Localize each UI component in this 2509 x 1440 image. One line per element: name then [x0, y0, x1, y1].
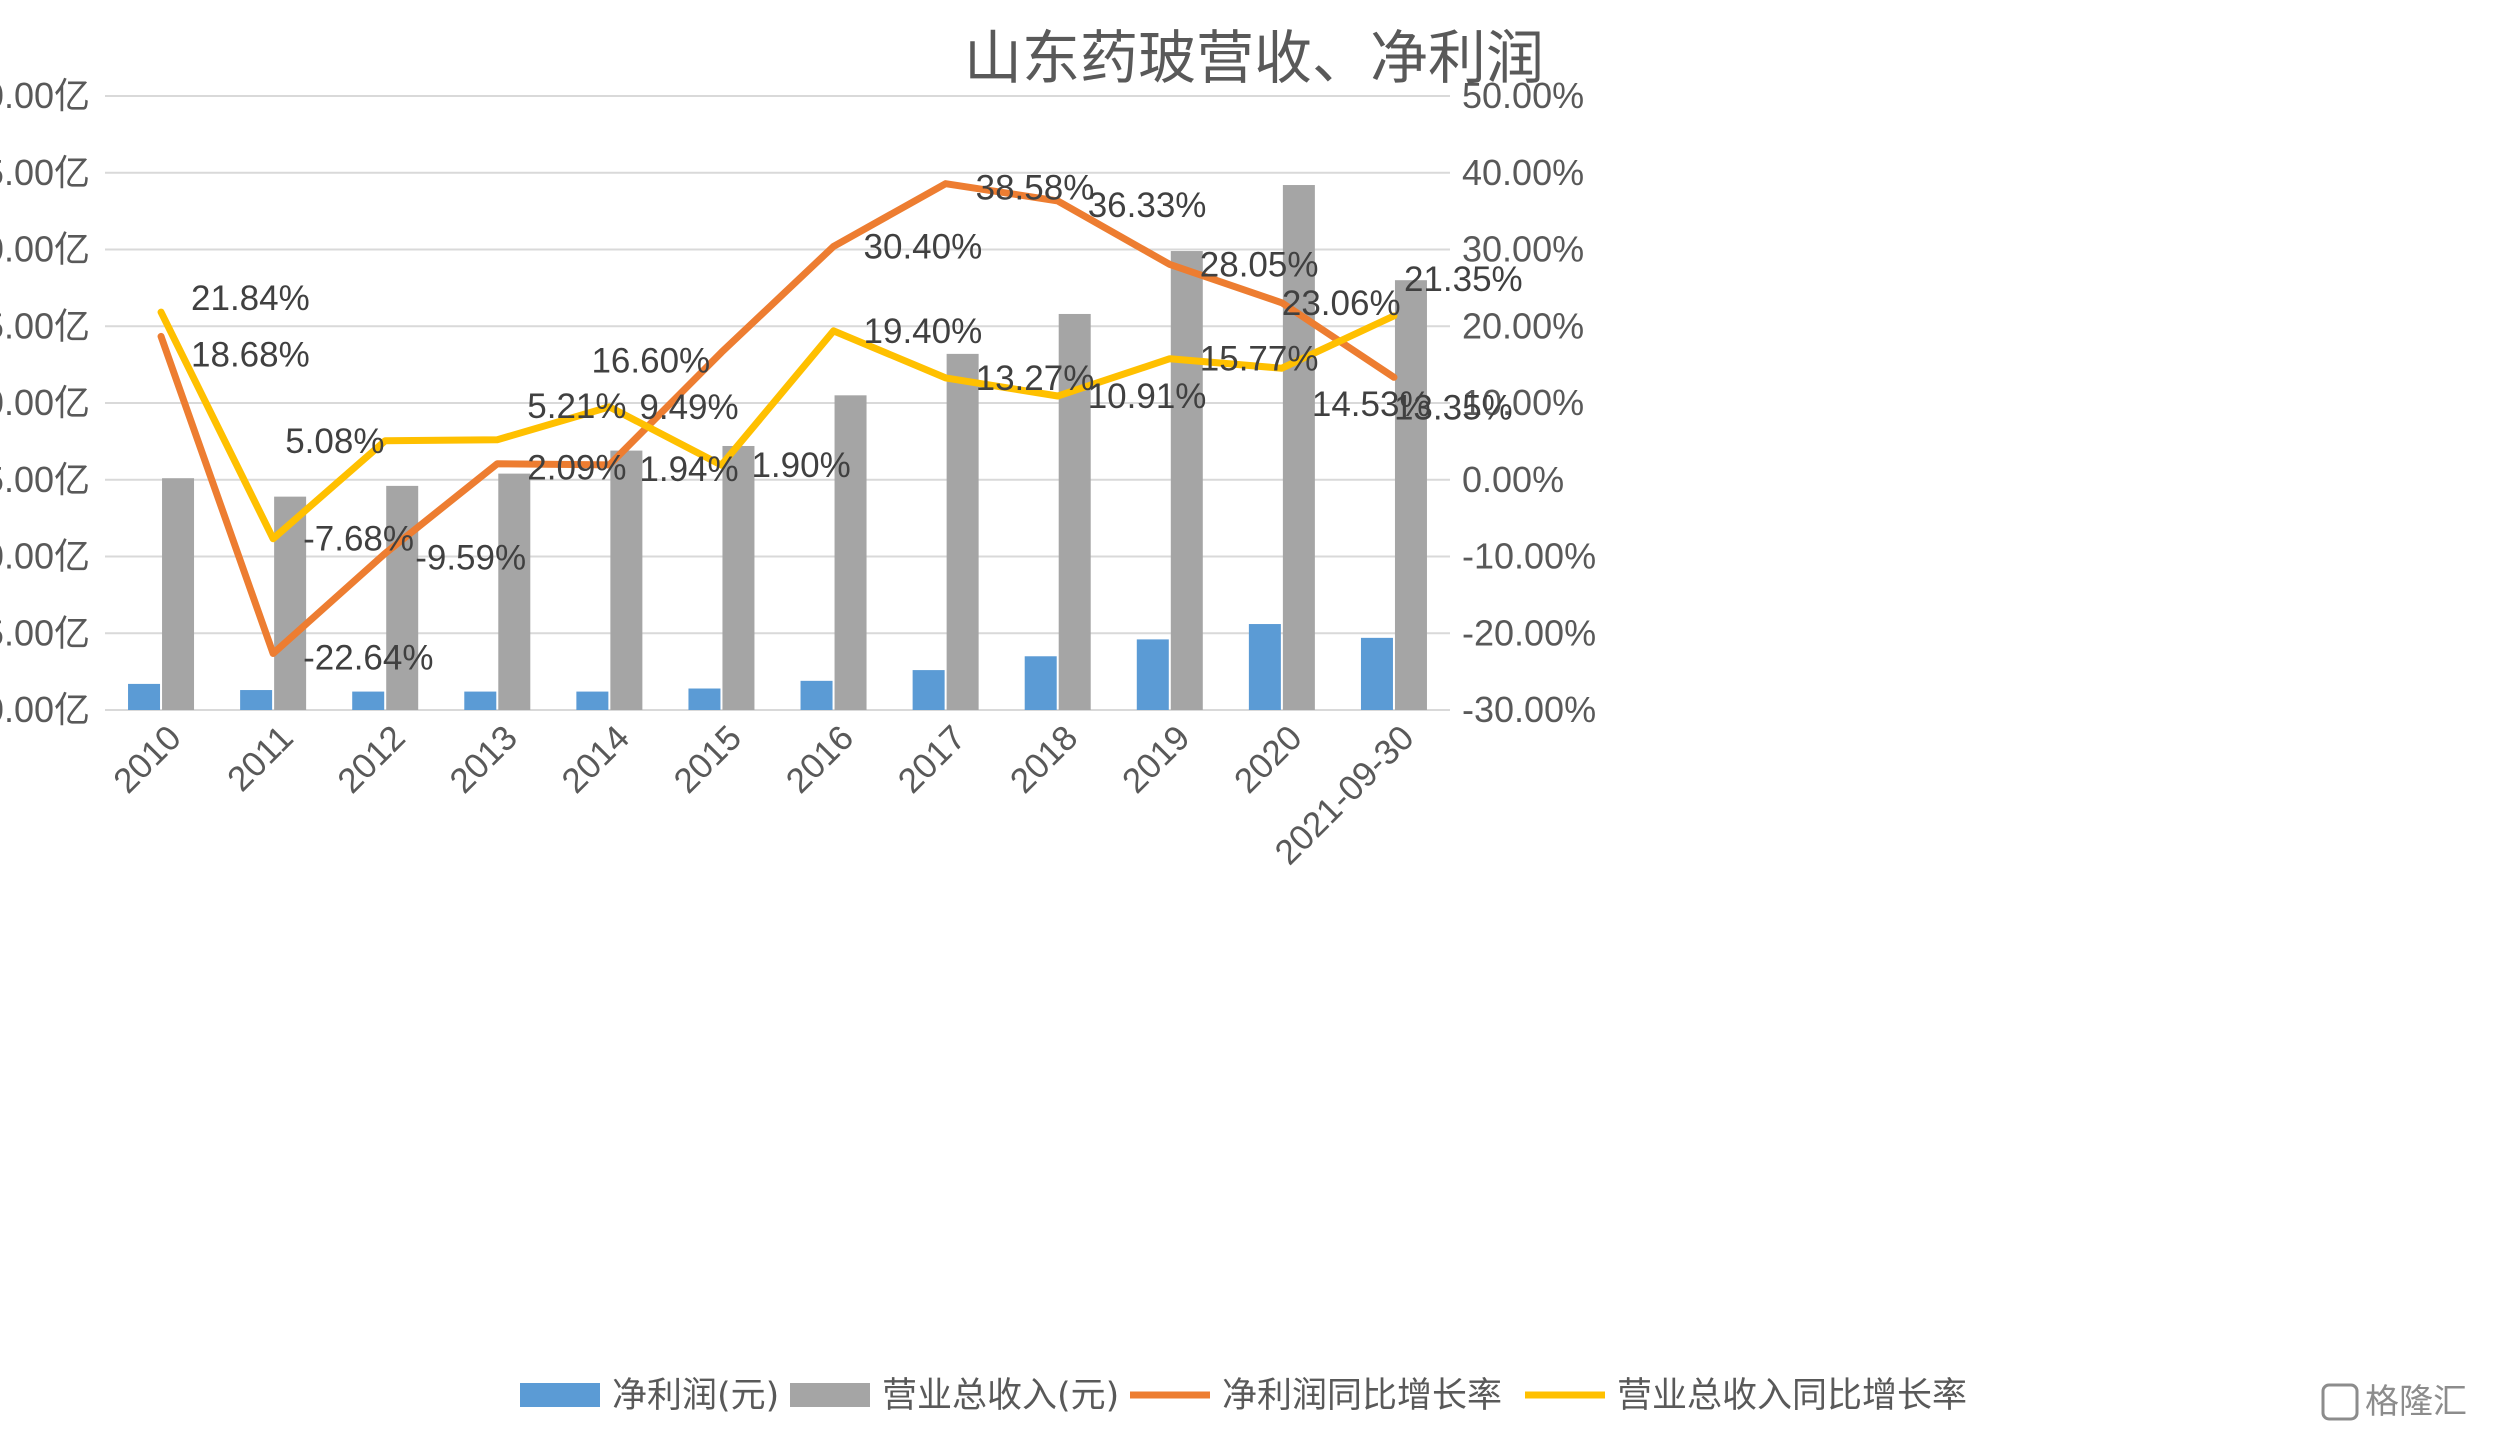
net-profit-bar	[800, 680, 833, 710]
watermark-text: 格隆汇	[2365, 1382, 2467, 1422]
revenue-bar	[946, 353, 979, 710]
left-tick-label: 0.00亿	[0, 689, 90, 730]
legend-label: 净利润同比增长率	[1222, 1376, 1502, 1416]
net-profit-bar	[352, 691, 385, 710]
revenue-growth-line	[157, 308, 1398, 543]
net-profit-growth-label: 30.40%	[864, 227, 983, 266]
net-profit-bar	[464, 691, 497, 710]
right-tick-label: 30.00%	[1462, 229, 1584, 270]
watermark: 格隆汇	[2321, 1382, 2467, 1422]
right-tick-label: 10.00%	[1462, 382, 1584, 423]
revenue-growth-label: 14.53%	[1312, 385, 1431, 424]
revenue-growth-label: 10.91%	[1088, 377, 1207, 416]
revenue-bar	[1394, 280, 1427, 710]
net-profit-bar	[1136, 639, 1169, 710]
left-tick-label: 25.00亿	[0, 305, 90, 346]
net-profit-growth-label: -22.64%	[303, 639, 433, 678]
net-profit-growth-label: 38.58%	[976, 169, 1095, 208]
x-tick-label: 2012	[330, 718, 413, 801]
right-tick-label: 20.00%	[1462, 305, 1584, 346]
right-tick-label: -10.00%	[1462, 536, 1596, 577]
net-profit-bar	[1024, 656, 1057, 710]
net-profit-bar	[240, 690, 273, 710]
x-tick-label: 2016	[779, 718, 862, 801]
net-profit-bar	[688, 688, 721, 710]
x-tick-label: 2020	[1227, 718, 1310, 801]
left-axis: 0.00亿 5.00亿 10.00亿 15.00亿 20.00亿 25.00亿 30.00亿…	[0, 75, 90, 730]
revenue-growth-label: 13.27%	[976, 359, 1095, 398]
net-profit-growth-label: 1.94%	[639, 450, 738, 489]
legend-swatch	[520, 1383, 600, 1407]
revenue-growth-label: 21.84%	[191, 279, 310, 318]
net-profit-bar	[1360, 637, 1393, 710]
chart-title: 山东药玻营收、净利润	[964, 24, 1544, 92]
revenue-bar	[162, 478, 195, 710]
left-tick-label: 40.00亿	[0, 75, 90, 116]
x-tick-label: 2014	[554, 718, 637, 801]
legend-label: 净利润(元)	[612, 1376, 779, 1416]
legend-label: 营业总收入(元)	[882, 1376, 1119, 1416]
revenue-growth-label: 19.40%	[864, 312, 983, 351]
legend-swatch	[790, 1383, 870, 1407]
x-axis: 2010 2011 2012 2013 2014 2015 2016 2017 2018 2019…	[106, 718, 1422, 872]
right-tick-label: 40.00%	[1462, 152, 1584, 193]
revenue-growth-label: 5.08%	[285, 422, 384, 461]
net-profit-growth-label: 2.09%	[527, 449, 626, 488]
revenue-bar	[274, 496, 307, 710]
net-profit-bar	[912, 670, 945, 710]
net-profit-growth-label: 36.33%	[1088, 186, 1207, 225]
x-tick-label: 2017	[891, 718, 974, 801]
x-tick-label: 2013	[442, 718, 525, 801]
left-tick-label: 5.00亿	[0, 612, 90, 653]
net-profit-growth-label: -9.59%	[415, 538, 526, 577]
revenue-bar	[722, 445, 755, 710]
net-profit-growth-label: 23.06%	[1282, 284, 1401, 323]
watermark-logo-icon	[2321, 1383, 2359, 1421]
right-tick-label: 0.00%	[1462, 459, 1564, 500]
net-profit-growth-label: 13.35%	[1394, 388, 1513, 427]
x-tick-label: 2015	[666, 718, 749, 801]
revenue-bar	[1058, 313, 1091, 710]
net-profit-growth-label: 16.60%	[591, 341, 710, 380]
net-profit-bar	[128, 683, 161, 710]
revenue-growth-label: -7.68%	[303, 520, 414, 559]
revenue-growth-label: 21.35%	[1404, 260, 1523, 299]
revenue-bar	[834, 395, 867, 710]
right-tick-label: -30.00%	[1462, 689, 1596, 730]
left-tick-label: 15.00亿	[0, 459, 90, 500]
net-profit-growth-line	[157, 180, 1398, 658]
net-profit-bar	[576, 691, 609, 710]
bar-series	[128, 185, 1427, 710]
net-profit-bar	[1248, 624, 1281, 710]
x-tick-label: 2018	[1003, 718, 1086, 801]
revenue-growth-label: 5.21%	[527, 387, 626, 426]
x-tick-label: 2011	[220, 718, 301, 799]
legend: 净利润(元) 营业总收入(元) 净利润同比增长率 营业总收入同比增长率	[520, 1376, 1967, 1416]
revenue-growth-label: 9.49%	[639, 388, 738, 427]
net-profit-growth-label: 28.05%	[1200, 245, 1319, 284]
revenue-bar	[1282, 185, 1315, 710]
revenue-bar	[498, 473, 531, 710]
revenue-growth-label: 1.90%	[751, 446, 850, 485]
x-tick-label: 2019	[1115, 718, 1198, 801]
net-profit-growth-label: 18.68%	[191, 335, 310, 374]
left-tick-label: 35.00亿	[0, 152, 90, 193]
x-tick-label: 2010	[106, 718, 189, 801]
data-labels: 18.68% -22.64% -9.59% 2.09% 1.94% 16.60% 30.40…	[191, 169, 1523, 678]
right-tick-label: 50.00%	[1462, 75, 1584, 116]
right-tick-label: -20.00%	[1462, 612, 1596, 653]
line-series	[157, 180, 1398, 658]
left-tick-label: 10.00亿	[0, 536, 90, 577]
revenue-bar	[386, 485, 419, 710]
right-axis: -30.00% -20.00% -10.00% 0.00% 10.00% 20.00% 30…	[1462, 75, 1596, 730]
left-tick-label: 20.00亿	[0, 382, 90, 423]
left-tick-label: 30.00亿	[0, 229, 90, 270]
revenue-bar	[1170, 251, 1203, 710]
legend-label: 营业总收入同比增长率	[1617, 1376, 1967, 1416]
revenue-growth-label: 15.77%	[1200, 340, 1319, 379]
revenue-bar	[610, 450, 643, 710]
